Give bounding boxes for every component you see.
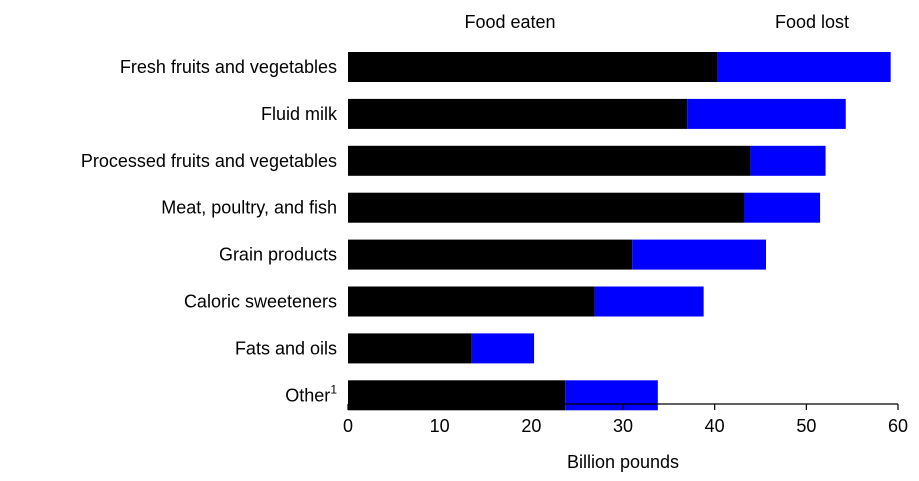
- category-label-5: Caloric sweeteners: [184, 292, 337, 312]
- x-tick-label-10: 10: [430, 416, 450, 436]
- legend-food-lost: Food lost: [775, 12, 849, 32]
- category-label-6: Fats and oils: [235, 338, 337, 358]
- category-label-7: Other1: [285, 382, 337, 405]
- x-tick-label-20: 20: [521, 416, 541, 436]
- bar-lost-7: [565, 380, 658, 411]
- x-tick-label-30: 30: [613, 416, 633, 436]
- x-tick-label-60: 60: [888, 416, 908, 436]
- bar-lost-5: [594, 286, 704, 317]
- bar-eaten-5: [348, 286, 595, 317]
- x-ticks: 0 10 20 30 40 50 60: [343, 404, 908, 436]
- bar-eaten-0: [348, 52, 718, 82]
- legend-food-eaten: Food eaten: [464, 12, 555, 32]
- x-tick-label-0: 0: [343, 416, 353, 436]
- category-label-3: Meat, poultry, and fish: [161, 198, 337, 218]
- bar-eaten-3: [348, 192, 744, 223]
- x-tick-label-40: 40: [705, 416, 725, 436]
- x-tick-label-50: 50: [796, 416, 816, 436]
- category-label-1: Fluid milk: [261, 104, 338, 124]
- bar-eaten-4: [348, 239, 633, 270]
- category-labels: Fresh fruits and vegetables Fluid milk Pro…: [81, 57, 338, 405]
- bar-eaten-6: [348, 333, 472, 364]
- bar-lost-1: [687, 98, 846, 129]
- bar-lost-4: [632, 239, 766, 270]
- bars-group: [348, 52, 891, 411]
- legend: Food eaten Food lost: [464, 12, 849, 32]
- x-axis-title: Billion pounds: [567, 452, 679, 472]
- bar-lost-0: [717, 52, 891, 82]
- bar-lost-6: [471, 333, 535, 364]
- bar-lost-3: [744, 192, 821, 223]
- bar-eaten-1: [348, 98, 688, 129]
- bar-lost-2: [750, 145, 826, 176]
- bar-eaten-2: [348, 145, 751, 176]
- bar-eaten-7: [348, 380, 566, 411]
- category-label-4: Grain products: [219, 245, 337, 265]
- category-label-2: Processed fruits and vegetables: [81, 151, 337, 171]
- x-axis: 0 10 20 30 40 50 60 Billion pounds: [343, 403, 908, 472]
- category-label-0: Fresh fruits and vegetables: [120, 57, 337, 77]
